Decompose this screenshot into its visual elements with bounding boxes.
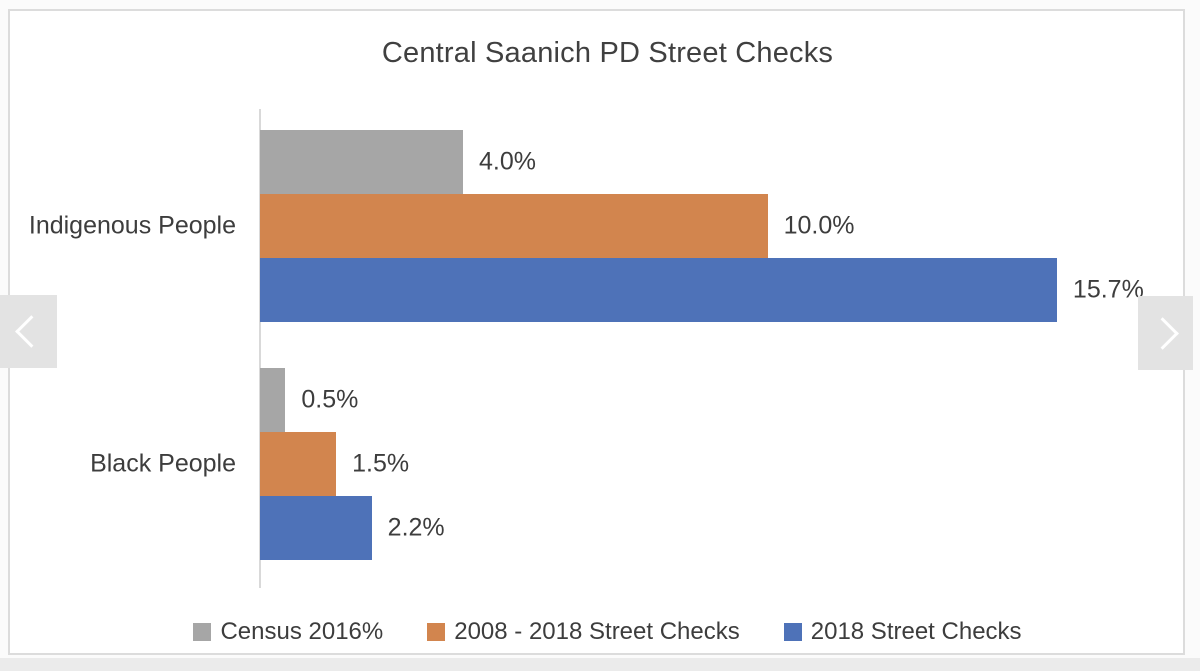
legend-label: 2008 - 2018 Street Checks	[454, 618, 740, 645]
bar	[260, 432, 337, 496]
legend-label: 2018 Street Checks	[810, 618, 1022, 645]
carousel-prev-button[interactable]	[0, 295, 57, 368]
legend-label: Census 2016%	[220, 618, 384, 645]
legend-swatch-icon	[193, 623, 212, 641]
category-label: Indigenous People	[28, 211, 236, 240]
data-label: 2.2%	[387, 513, 445, 542]
category-axis-line	[259, 109, 261, 588]
chevron-right-icon	[1146, 316, 1179, 350]
data-label: 1.5%	[352, 449, 410, 478]
chevron-left-icon	[15, 315, 48, 348]
carousel-next-button[interactable]	[1138, 296, 1193, 370]
legend-item: Census 2016%	[193, 618, 383, 646]
chart-title: Central Saanich PD Street Checks	[381, 37, 834, 69]
legend-swatch-icon	[783, 623, 802, 641]
bar	[260, 194, 768, 258]
legend-item: 2008 - 2018 Street Checks	[427, 618, 740, 646]
data-label: 15.7%	[1072, 275, 1144, 304]
data-label: 4.0%	[479, 147, 537, 176]
chart-legend: Census 2016% 2008 - 2018 Street Checks 201…	[18, 615, 1197, 649]
data-label: 0.5%	[301, 385, 359, 414]
chart-card: Central Saanich PD Street Checks Indigen…	[8, 9, 1185, 655]
data-label: 10.0%	[783, 211, 855, 240]
bar	[260, 368, 286, 432]
legend-swatch-icon	[427, 623, 446, 641]
category-label: Black People	[90, 449, 236, 478]
legend-item: 2018 Street Checks	[783, 618, 1022, 646]
bar	[260, 258, 1057, 322]
bar	[260, 130, 464, 194]
page-background-strip	[0, 658, 1200, 671]
bar	[260, 496, 372, 560]
